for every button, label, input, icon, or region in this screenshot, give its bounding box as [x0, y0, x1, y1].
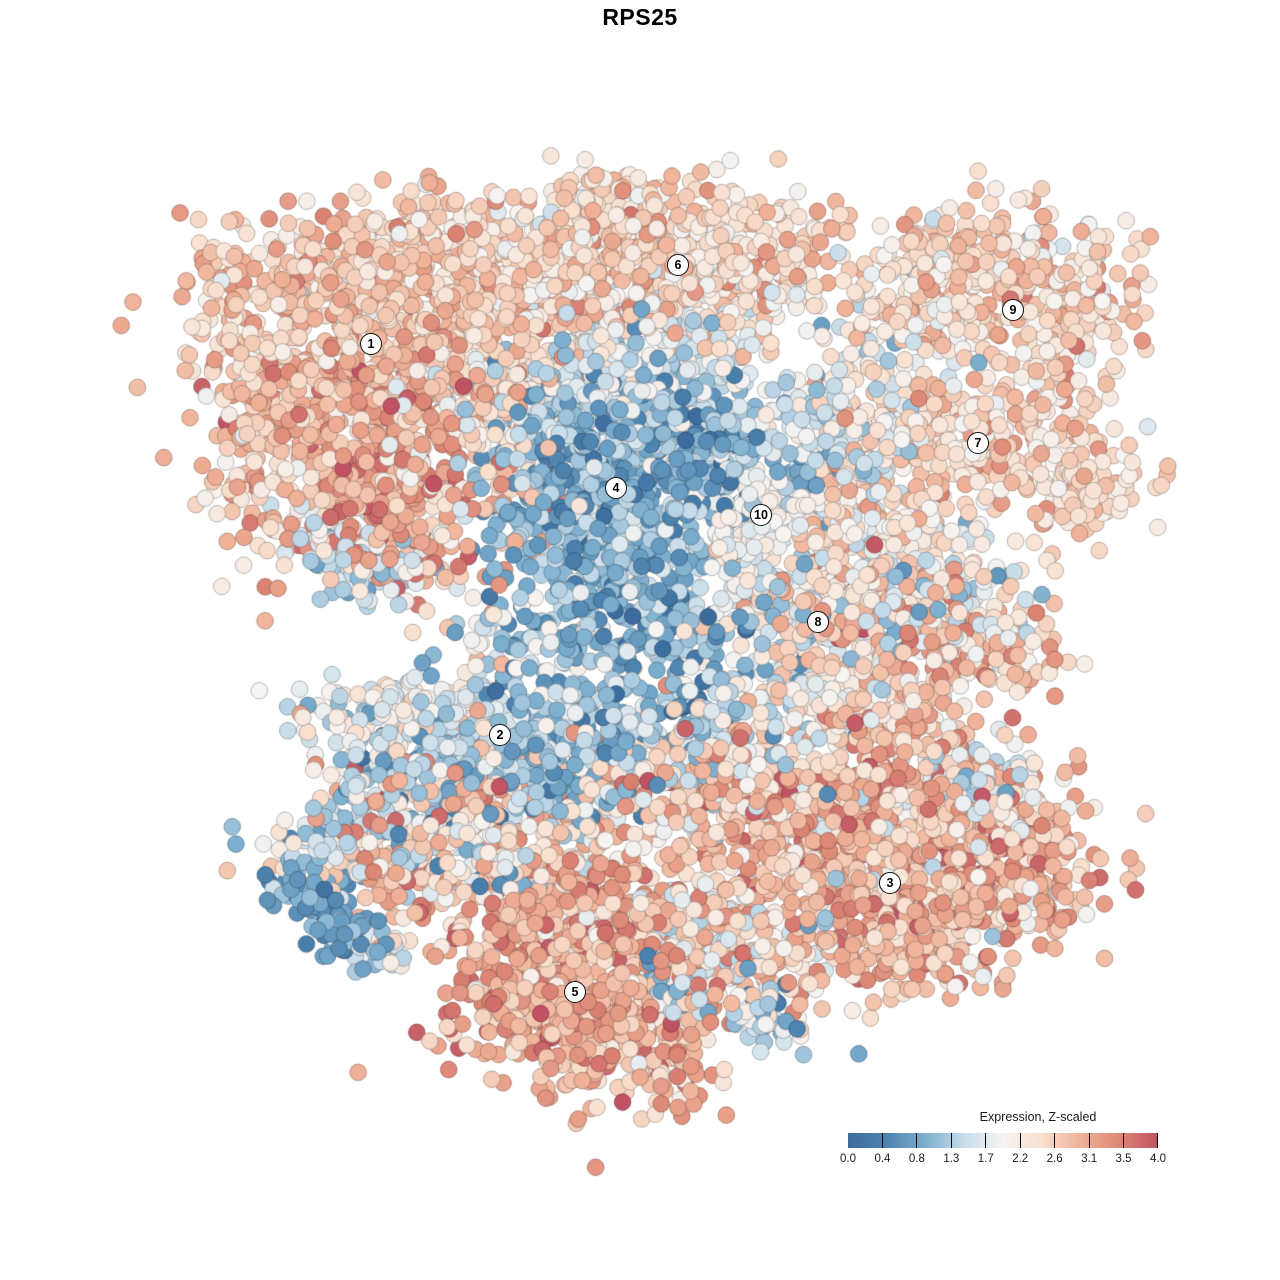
colorbar-tick-label: 1.3 — [943, 1153, 960, 1165]
colorbar-tick — [881, 1133, 883, 1148]
colorbar-tick — [1157, 1133, 1158, 1148]
cluster-label-4: 4 — [605, 477, 627, 499]
colorbar-tick-label: 3.5 — [1115, 1153, 1132, 1165]
colorbar-tick — [1019, 1133, 1021, 1148]
cluster-label-7: 7 — [967, 432, 989, 454]
expression-colorbar-legend: Expression, Z-scaled 0.0 0.4 0.8 1.3 1.7 2.2 2… — [840, 1110, 1166, 1172]
cluster-label-2: 2 — [489, 724, 511, 746]
cluster-label-1: 1 — [360, 333, 382, 355]
colorbar-tick-label: 2.6 — [1046, 1153, 1063, 1165]
colorbar-tick — [1088, 1133, 1090, 1148]
colorbar-tick-label: 3.1 — [1081, 1153, 1098, 1165]
cluster-label-6: 6 — [667, 254, 689, 276]
colorbar-tick-label: 4.0 — [1150, 1153, 1166, 1165]
colorbar-tick-label: 0.8 — [908, 1153, 925, 1165]
colorbar-tick — [1123, 1133, 1125, 1148]
colorbar-gradient — [848, 1133, 1158, 1148]
cluster-label-10: 10 — [750, 504, 772, 526]
colorbar-tick — [985, 1133, 987, 1148]
colorbar-tick — [1054, 1133, 1056, 1148]
legend-title: Expression, Z-scaled — [979, 1110, 1097, 1124]
cluster-label-3: 3 — [879, 872, 901, 894]
cluster-label-5: 5 — [564, 981, 586, 1003]
cluster-label-8: 8 — [807, 611, 829, 633]
cluster-label-9: 9 — [1002, 299, 1024, 321]
colorbar-tick-label: 0.4 — [874, 1153, 891, 1165]
colorbar-tick-label: 0.0 — [840, 1153, 856, 1165]
colorbar-tick — [950, 1133, 952, 1148]
colorbar-tick-label: 2.2 — [1012, 1153, 1029, 1165]
colorbar-tick-label: 1.7 — [977, 1153, 994, 1165]
colorbar-tick — [916, 1133, 918, 1148]
